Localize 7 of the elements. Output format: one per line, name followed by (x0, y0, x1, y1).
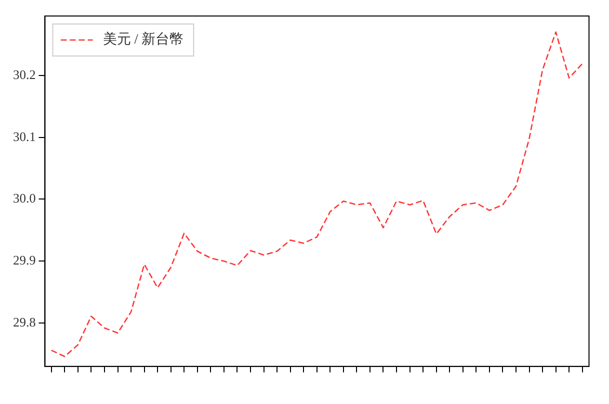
y-tick-label: 29.9 (13, 252, 36, 268)
y-tick-label: 29.8 (13, 314, 36, 330)
y-tick-label: 30.1 (13, 128, 36, 144)
y-tick-label: 30.2 (13, 66, 36, 82)
legend-label: 美元 / 新台幣 (102, 32, 184, 48)
y-tick-label: 30.0 (13, 190, 36, 206)
line-series (50, 31, 584, 358)
